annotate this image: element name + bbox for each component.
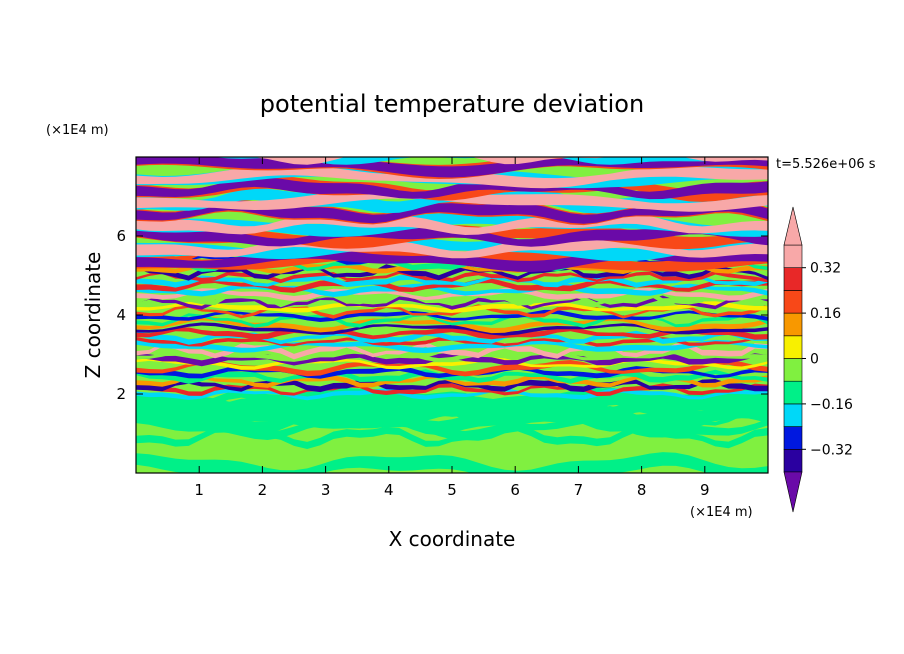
- colorbar-swatch: [783, 290, 803, 314]
- colorbar-swatch: [783, 312, 803, 337]
- colorbar: 0.32 0.16 0 −0.16 −0.32: [783, 206, 853, 513]
- contour-band: [136, 424, 768, 449]
- colorbar-swatch: [783, 335, 803, 359]
- contour-band: [136, 304, 768, 319]
- colorbar-swatch: [783, 244, 803, 269]
- y-tick-label: 6: [116, 227, 126, 245]
- contour-band: [136, 388, 768, 401]
- contour-band: [136, 295, 768, 310]
- colorbar-tick-label: 0: [810, 352, 819, 368]
- contour-band: [136, 235, 768, 262]
- colorbar-tick-label: −0.16: [810, 397, 853, 413]
- colorbar-extend-min: [783, 471, 803, 513]
- time-label: t=5.526e+06 s: [776, 157, 876, 172]
- x-tick-label: 9: [700, 481, 710, 499]
- contour-band: [136, 337, 768, 347]
- colorbar-swatch: [783, 380, 803, 405]
- x-tick-label: 8: [637, 481, 647, 499]
- contour-band: [136, 200, 768, 224]
- contour-band: [136, 359, 768, 377]
- contour-band: [136, 189, 768, 212]
- contour-bands: [136, 157, 768, 473]
- x-tick-label: 3: [321, 481, 331, 499]
- x-tick-label: 6: [510, 481, 520, 499]
- contour-band: [136, 378, 768, 393]
- contour-band: [251, 157, 768, 165]
- contour-field: [136, 157, 768, 473]
- colorbar-swatch: [783, 426, 803, 450]
- contour-band: [136, 406, 768, 436]
- contour-band: [136, 301, 768, 313]
- x-tick-label: 4: [384, 481, 394, 499]
- x-axis-ticks: 1 2 3 4 5 6 7 8 9: [194, 157, 710, 499]
- contour-band: [212, 157, 738, 165]
- colorbar-extend-max: [783, 206, 803, 246]
- contour-band: [136, 289, 768, 308]
- contour-band: [136, 352, 768, 367]
- contour-band: [136, 383, 768, 397]
- contour-band: [136, 392, 768, 414]
- colorbar-tick-label: 0.32: [810, 261, 841, 277]
- contour-band: [136, 322, 768, 336]
- chart-title: potential temperature deviation: [260, 90, 644, 118]
- contour-band: [136, 316, 768, 334]
- colorbar-tick-label: 0.16: [810, 306, 841, 322]
- contour-band: [136, 287, 768, 302]
- contour-band: [136, 339, 768, 354]
- contour-band: [136, 282, 768, 297]
- x-tick-label: 5: [447, 481, 457, 499]
- colorbar-swatch: [783, 448, 803, 473]
- contour-band: [136, 177, 768, 200]
- contour-band: [136, 262, 768, 274]
- colorbar-tick-label: −0.32: [810, 442, 853, 458]
- x-tick-label: 2: [258, 481, 268, 499]
- y-tick-label: 4: [116, 306, 126, 324]
- contour-band: [136, 309, 768, 322]
- contour-band: [136, 278, 768, 293]
- colorbar-swatch: [783, 358, 803, 382]
- x-tick-label: 7: [574, 481, 584, 499]
- contour-band: [136, 225, 768, 247]
- y-axis-label: Z coordinate: [81, 252, 105, 379]
- x-axis-label: X coordinate: [389, 527, 516, 551]
- colorbar-swatch: [783, 267, 803, 291]
- colorbar-swatch: [783, 403, 803, 427]
- contour-band: [136, 452, 768, 473]
- y-tick-label: 2: [116, 385, 126, 403]
- x-tick-label: 1: [194, 481, 204, 499]
- contour-band: [136, 264, 768, 281]
- y-unit-label: (×1E4 m): [46, 123, 109, 138]
- y-axis-ticks: 2 4 6: [116, 227, 768, 403]
- x-unit-label: (×1E4 m): [690, 505, 753, 520]
